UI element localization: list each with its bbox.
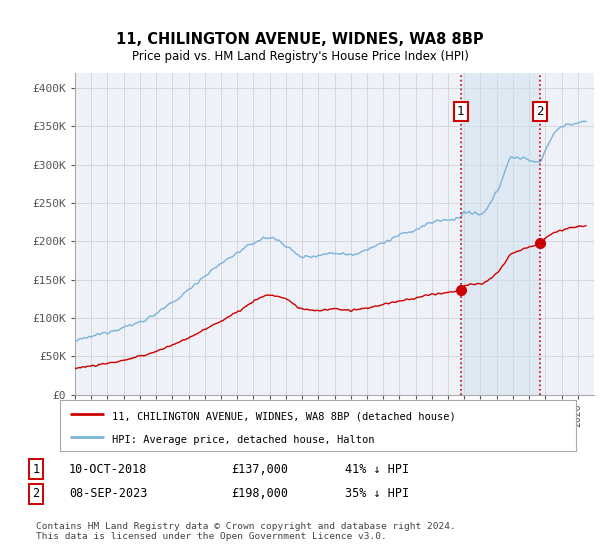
Text: 41% ↓ HPI: 41% ↓ HPI	[345, 463, 409, 476]
Text: £137,000: £137,000	[231, 463, 288, 476]
Text: 35% ↓ HPI: 35% ↓ HPI	[345, 487, 409, 501]
Bar	[461, 73, 540, 395]
Text: Price paid vs. HM Land Registry's House Price Index (HPI): Price paid vs. HM Land Registry's House …	[131, 50, 469, 63]
Text: 10-OCT-2018: 10-OCT-2018	[69, 463, 148, 476]
Text: 1: 1	[32, 463, 40, 476]
Text: 2: 2	[536, 105, 544, 118]
Text: 1: 1	[457, 105, 464, 118]
Text: 11, CHILINGTON AVENUE, WIDNES, WA8 8BP: 11, CHILINGTON AVENUE, WIDNES, WA8 8BP	[116, 32, 484, 48]
Text: Contains HM Land Registry data © Crown copyright and database right 2024.
This d: Contains HM Land Registry data © Crown c…	[36, 522, 456, 542]
Text: 11, CHILINGTON AVENUE, WIDNES, WA8 8BP (detached house): 11, CHILINGTON AVENUE, WIDNES, WA8 8BP (…	[112, 412, 455, 422]
Text: 08-SEP-2023: 08-SEP-2023	[69, 487, 148, 501]
Text: £198,000: £198,000	[231, 487, 288, 501]
Text: HPI: Average price, detached house, Halton: HPI: Average price, detached house, Halt…	[112, 435, 374, 445]
Text: 2: 2	[32, 487, 40, 501]
